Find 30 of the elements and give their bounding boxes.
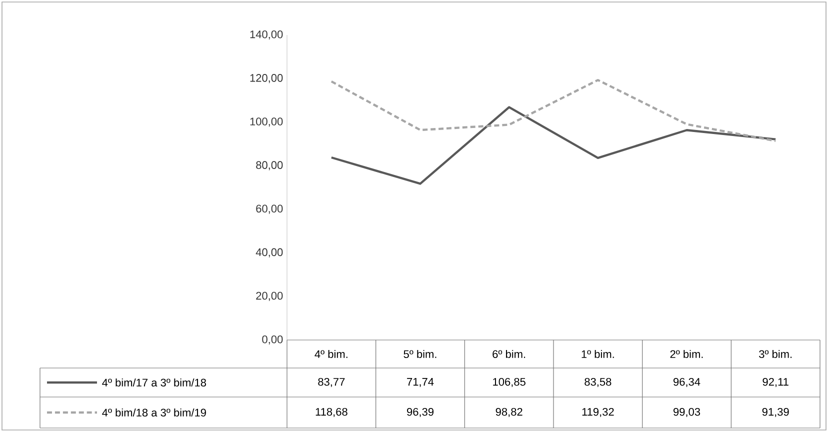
y-tick-label: 120,00 [250,74,283,84]
x-tick-label: 3º bim. [759,350,792,358]
line-series [330,106,777,185]
x-tick-label: 5º bim. [404,350,436,358]
legend-label: 4º bim/17 a 3º bim/18 [102,378,206,387]
data-label: 98,82 [496,408,522,418]
line-series [330,78,777,142]
legend-label: 4º bim/18 a 3º bim/19 [102,408,206,417]
y-tick-label: 140,00 [250,30,283,40]
data-label: 91,39 [762,408,789,418]
x-tick-label: 6º bim. [492,350,526,358]
y-tick-label: 60,00 [256,204,283,214]
y-tick-label: 0,00 [262,335,283,345]
data-label: 118,68 [316,408,348,418]
data-label: 83,77 [318,378,345,388]
x-tick-label: 1º bim. [582,350,614,358]
data-label: 96,39 [407,408,434,418]
data-label: 83,58 [584,378,612,388]
y-tick-label: 40,00 [256,248,283,258]
data-label: 96,34 [674,378,700,388]
data-label: 99,03 [674,408,700,418]
data-label: 92,11 [762,378,788,388]
x-tick-label: 4º bim. [314,350,348,358]
x-tick-label: 2º bim. [670,350,703,358]
y-tick-label: 100,00 [250,118,283,127]
y-tick-label: 80,00 [256,161,283,170]
data-label: 106,85 [493,378,526,388]
y-tick-label: 20,00 [256,292,283,301]
data-label: 119,32 [582,408,614,418]
data-label: 71,74 [407,378,434,387]
